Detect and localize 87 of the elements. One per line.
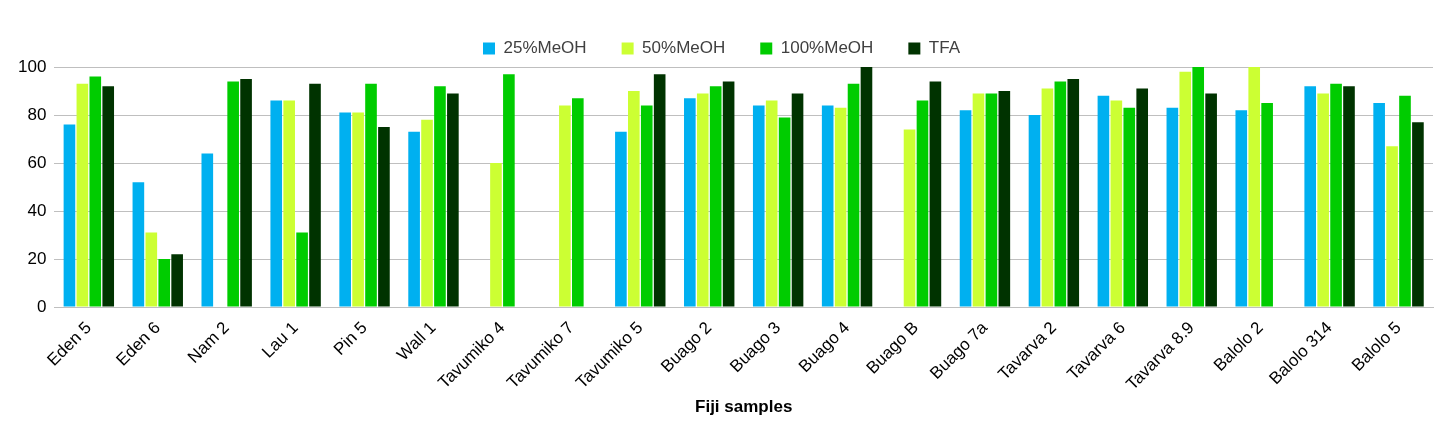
bar: [1136, 88, 1149, 307]
legend-label: TFA: [928, 38, 961, 58]
bar: [985, 93, 998, 307]
bar: [283, 100, 295, 307]
bar: [959, 110, 972, 307]
bar: [1317, 93, 1329, 307]
bar: [1373, 103, 1385, 307]
bar: [559, 105, 571, 307]
x-tick-label: Lau 1: [258, 317, 302, 362]
bar: [1399, 95, 1411, 307]
bar: [1205, 93, 1217, 307]
bar: [916, 100, 929, 307]
bar: [503, 74, 515, 307]
y-tick-label: 0: [36, 296, 47, 316]
bar: [270, 100, 283, 307]
bar: [365, 83, 377, 307]
bar: [378, 127, 390, 307]
bar: [903, 129, 916, 307]
bar: [89, 76, 102, 307]
bar: [929, 81, 942, 307]
bar: [1123, 107, 1136, 307]
bar: [1179, 71, 1192, 307]
bar: [615, 131, 627, 307]
bar: [752, 105, 765, 307]
bar: [860, 67, 873, 307]
bar: [447, 93, 459, 307]
bar: [1097, 95, 1110, 307]
bar: [1261, 103, 1273, 307]
bar: [63, 124, 76, 307]
bar: [490, 163, 502, 307]
y-tick-label: 20: [27, 248, 47, 268]
bar: [1304, 86, 1317, 307]
bar: [1028, 115, 1041, 307]
bar: [722, 81, 735, 307]
bar: [998, 91, 1011, 307]
bar: [201, 153, 214, 307]
bar: [76, 83, 89, 307]
legend-label: 50%MeOH: [642, 38, 726, 58]
bar: [1412, 122, 1424, 307]
bar: [821, 105, 834, 307]
bar: [1330, 83, 1342, 307]
bar: [640, 105, 653, 307]
bar: [352, 112, 364, 307]
y-tick-label: 40: [27, 200, 47, 220]
bar: [572, 98, 584, 307]
bar: [1235, 110, 1248, 307]
bar: [1166, 107, 1179, 307]
bar: [709, 86, 722, 307]
bar: [1248, 67, 1261, 307]
bar: [102, 86, 115, 307]
x-tick-label: Wall 1: [393, 317, 440, 365]
bar: [434, 86, 446, 307]
bar: [778, 117, 791, 307]
bar: [834, 107, 847, 307]
bar: [1110, 100, 1123, 307]
bar: [765, 100, 778, 307]
bar: [1041, 88, 1054, 307]
bar: [296, 232, 308, 307]
bar: [1054, 81, 1067, 307]
bar: [628, 91, 640, 307]
bar: [171, 254, 183, 307]
bar: [1192, 67, 1205, 307]
bar: [972, 93, 985, 307]
bar: [791, 93, 804, 307]
y-tick-label: 100: [17, 56, 47, 76]
bar: [696, 93, 709, 307]
legend-label: 100%MeOH: [780, 38, 874, 58]
bar: [684, 98, 696, 307]
bar: [339, 112, 351, 307]
legend-label: 25%MeOH: [503, 38, 587, 58]
bar: [158, 259, 171, 307]
bar: [408, 131, 420, 307]
bar: [240, 79, 252, 307]
x-tick-label: Pin 5: [329, 317, 371, 359]
bar: [132, 182, 145, 307]
bar: [227, 81, 239, 307]
x-axis-title: Fiji samples: [695, 397, 793, 417]
bar: [847, 83, 860, 307]
bar: [309, 83, 321, 307]
bar: [1386, 146, 1398, 307]
bar: [1343, 86, 1355, 307]
y-tick-label: 80: [27, 104, 47, 124]
y-tick-label: 60: [27, 152, 47, 172]
bar: [1067, 79, 1080, 307]
bar: [653, 74, 666, 307]
bar: [421, 119, 433, 307]
bar: [145, 232, 158, 307]
